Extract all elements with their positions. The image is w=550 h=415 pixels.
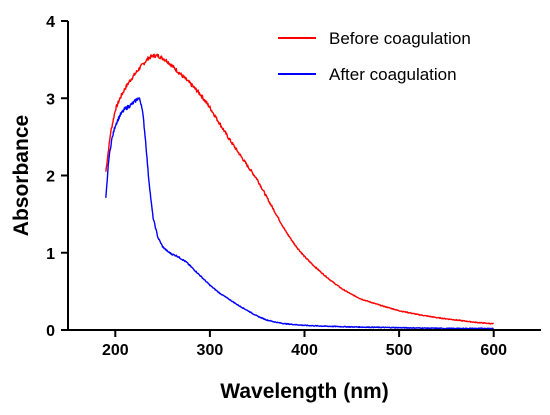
x-axis-title: Wavelength (nm) <box>220 380 388 403</box>
x-tick-label: 200 <box>102 342 129 359</box>
y-tick-label: 1 <box>46 246 55 263</box>
x-tick-label: 600 <box>480 342 507 359</box>
x-tick-label: 400 <box>291 342 318 359</box>
series-line-before-coagulation <box>105 53 494 325</box>
legend-label-after-coagulation: After coagulation <box>329 65 457 84</box>
y-tick-label: 0 <box>46 323 55 340</box>
plot-area <box>105 53 494 330</box>
y-tick-label: 3 <box>46 91 55 108</box>
y-ticks: 0 1 2 3 4 <box>46 14 68 340</box>
legend-label-before-coagulation: Before coagulation <box>329 29 471 48</box>
x-ticks: 200 300 400 500 600 <box>102 330 507 359</box>
y-tick-label: 4 <box>46 14 55 31</box>
y-axis-title: Absorbance <box>10 115 33 236</box>
x-tick-label: 500 <box>386 342 413 359</box>
legend: Before coagulation After coagulation <box>278 29 471 84</box>
y-tick-label: 2 <box>46 169 55 186</box>
x-tick-label: 300 <box>197 342 224 359</box>
series-line-after-coagulation <box>105 97 494 330</box>
